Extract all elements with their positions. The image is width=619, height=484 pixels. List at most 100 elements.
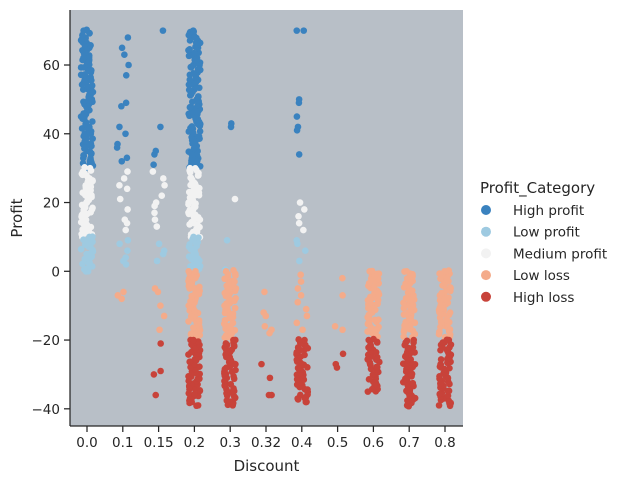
medium-profit-point (122, 226, 130, 234)
low-profit-point (196, 262, 204, 270)
high-loss-point (365, 376, 373, 383)
legend-label: Low loss (513, 268, 570, 284)
high-profit-point (118, 44, 126, 52)
high-loss-point (410, 336, 418, 344)
low-loss-point (261, 288, 268, 296)
y-tick-label: −40 (32, 402, 61, 418)
low-loss-point (339, 274, 346, 282)
high-profit-point (186, 76, 194, 84)
low-profit-point (80, 236, 87, 243)
high-profit-point (300, 27, 308, 34)
x-axis-label: Discount (234, 457, 300, 475)
high-profit-point (125, 61, 132, 69)
low-loss-point (302, 305, 310, 313)
high-profit-point (89, 118, 96, 125)
y-tick-label: 60 (43, 58, 60, 74)
high-profit-point (87, 73, 94, 81)
medium-profit-point (231, 195, 239, 203)
medium-profit-point (123, 219, 131, 227)
low-loss-point (401, 268, 408, 275)
x-tick-label: 0.5 (327, 435, 348, 451)
low-loss-point (154, 288, 162, 296)
low-loss-point (373, 270, 381, 278)
high-profit-point (122, 99, 130, 107)
high-profit-point (227, 123, 235, 131)
x-tick-label: 0.2 (184, 435, 205, 451)
medium-profit-point (158, 192, 166, 199)
high-loss-point (333, 364, 341, 371)
low-loss-point (222, 267, 230, 275)
low-profit-point (83, 250, 90, 258)
x-tick-label: 0.32 (251, 435, 281, 451)
low-loss-point (299, 326, 306, 334)
low-loss-point (232, 295, 239, 302)
high-profit-point (157, 123, 164, 131)
medium-profit-point (124, 206, 131, 213)
medium-profit-point (301, 206, 308, 213)
low-loss-point (196, 283, 203, 291)
medium-profit-point (116, 195, 124, 203)
high-loss-point (157, 340, 164, 347)
high-profit-point (185, 86, 193, 94)
high-profit-point (124, 34, 132, 41)
legend-label: High profit (513, 203, 584, 219)
low-profit-point (294, 240, 301, 248)
medium-profit-point (296, 199, 304, 206)
high-loss-point (226, 398, 233, 405)
low-loss-point (231, 304, 239, 312)
medium-profit-point (300, 226, 307, 234)
high-loss-point (227, 380, 235, 388)
low-loss-point (303, 312, 311, 320)
high-profit-point (193, 54, 201, 62)
high-loss-point (150, 371, 158, 378)
low-loss-point (192, 267, 199, 275)
low-loss-point (293, 319, 301, 327)
high-loss-point (297, 391, 304, 399)
low-loss-point (402, 294, 410, 302)
low-loss-point (297, 292, 305, 299)
high-profit-point (194, 93, 202, 100)
low-loss-point (294, 298, 302, 306)
high-profit-point (190, 28, 198, 35)
legend-label: Low profit (513, 225, 580, 241)
high-loss-point (157, 367, 164, 375)
high-profit-point (150, 161, 157, 169)
high-loss-point (446, 364, 453, 372)
low-loss-point (185, 267, 193, 275)
legend-marker (481, 291, 491, 302)
high-profit-point (186, 45, 193, 53)
high-loss-point (437, 361, 444, 369)
low-loss-point (261, 323, 269, 330)
low-loss-point (118, 295, 125, 303)
high-loss-point (196, 363, 203, 370)
low-profit-point (124, 237, 132, 244)
x-tick-label: 0.6 (363, 435, 384, 451)
y-axis-label: Profit (8, 198, 26, 237)
low-loss-point (443, 316, 451, 324)
x-tick-label: 0.7 (398, 435, 419, 451)
high-profit-point (123, 154, 131, 162)
legend-marker (481, 248, 491, 259)
low-loss-point (156, 326, 163, 334)
low-loss-point (436, 270, 443, 277)
medium-profit-point (295, 212, 302, 220)
high-profit-point (196, 128, 204, 135)
y-tick-label: 0 (51, 264, 60, 280)
medium-profit-point (191, 165, 199, 172)
high-profit-point (185, 148, 193, 156)
low-loss-point (375, 323, 382, 331)
medium-profit-point (81, 164, 88, 171)
high-profit-point (88, 82, 96, 89)
high-loss-point (339, 350, 347, 358)
low-loss-point (157, 302, 164, 309)
medium-profit-point (80, 225, 87, 233)
low-loss-point (445, 267, 453, 274)
low-loss-point (409, 270, 416, 278)
low-loss-point (446, 309, 454, 316)
low-profit-point (195, 234, 202, 241)
low-profit-point (124, 247, 131, 254)
high-loss-point (258, 360, 265, 368)
low-loss-point (160, 312, 168, 320)
low-loss-point (120, 288, 127, 296)
